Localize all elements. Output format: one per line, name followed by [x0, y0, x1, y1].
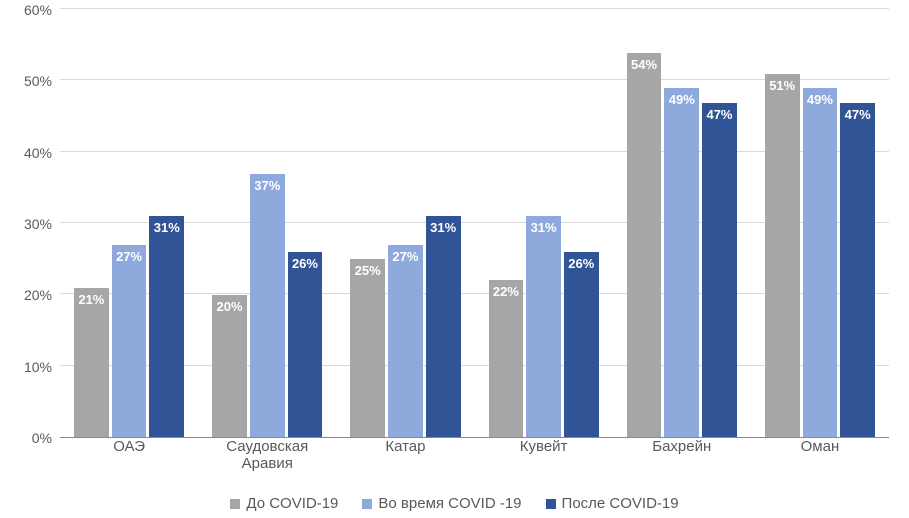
y-tick-label: 0%	[0, 430, 52, 446]
bar: 27%	[112, 245, 147, 437]
y-tick-label: 60%	[0, 2, 52, 18]
bar: 31%	[426, 216, 461, 437]
gridline	[60, 8, 889, 9]
bar-group: 54% 49% 47%	[613, 10, 751, 437]
bar: 37%	[250, 174, 285, 437]
legend-swatch	[546, 499, 556, 509]
y-tick-label: 10%	[0, 359, 52, 375]
bar-value-label: 25%	[355, 263, 381, 278]
bar-value-label: 31%	[154, 220, 180, 235]
bar-value-label: 51%	[769, 78, 795, 93]
x-tick-label: Кувейт	[475, 438, 613, 478]
x-tick-label: СаудовскаяАравия	[198, 438, 336, 478]
legend: До COVID-19 Во время COVID -19 После COVID…	[0, 495, 909, 512]
bar-value-label: 31%	[430, 220, 456, 235]
bar-value-label: 21%	[78, 292, 104, 307]
bar: 25%	[350, 259, 385, 437]
bar-value-label: 20%	[217, 299, 243, 314]
y-tick-label: 50%	[0, 73, 52, 89]
bar-value-label: 49%	[669, 92, 695, 107]
x-tick-label: Катар	[336, 438, 474, 478]
bar-group: 22% 31% 26%	[475, 10, 613, 437]
bar-group: 20% 37% 26%	[198, 10, 336, 437]
bar-value-label: 47%	[706, 107, 732, 122]
x-tick-label: Бахрейн	[613, 438, 751, 478]
bar: 26%	[564, 252, 599, 437]
bar-group: 51% 49% 47%	[751, 10, 889, 437]
bar-value-label: 26%	[568, 256, 594, 271]
bar-value-label: 22%	[493, 284, 519, 299]
legend-label: Во время COVID -19	[378, 495, 521, 512]
bar: 26%	[288, 252, 323, 437]
bar-value-label: 31%	[531, 220, 557, 235]
bar-groups: 21% 27% 31% 20% 37% 26% 25% 27% 31% 22% 31% 26% 54% 4…	[60, 10, 889, 437]
y-tick-label: 20%	[0, 287, 52, 303]
bar-chart: 0%10%20%30%40%50%60% 21%27%31%20%37%26%2…	[0, 0, 909, 518]
bar: 31%	[149, 216, 184, 437]
bar: 47%	[702, 103, 737, 437]
bar: 21%	[74, 288, 109, 437]
bar: 49%	[803, 88, 838, 437]
bar-value-label: 27%	[392, 249, 418, 264]
bar: 22%	[489, 280, 524, 437]
bar: 49%	[664, 88, 699, 437]
x-axis-labels: ОАЭСаудовскаяАравияКатарКувейтБахрейнОма…	[60, 438, 889, 478]
bar-value-label: 49%	[807, 92, 833, 107]
x-tick-label: Оман	[751, 438, 889, 478]
bar: 31%	[526, 216, 561, 437]
bar: 47%	[840, 103, 875, 437]
legend-label: До COVID-19	[246, 495, 338, 512]
bar-value-label: 47%	[845, 107, 871, 122]
x-tick-label: ОАЭ	[60, 438, 198, 478]
bar: 51%	[765, 74, 800, 437]
bar-value-label: 26%	[292, 256, 318, 271]
bar-group: 21% 27% 31%	[60, 10, 198, 437]
bar: 54%	[627, 53, 662, 437]
legend-item: До COVID-19	[230, 495, 338, 512]
bar-value-label: 54%	[631, 57, 657, 72]
legend-swatch	[230, 499, 240, 509]
bar-value-label: 27%	[116, 249, 142, 264]
bar: 20%	[212, 295, 247, 437]
bar-value-label: 37%	[254, 178, 280, 193]
legend-item: После COVID-19	[546, 495, 679, 512]
y-tick-label: 40%	[0, 145, 52, 161]
plot-area: 21% 27% 31% 20% 37% 26% 25% 27% 31% 22% 31% 26% 54% 4…	[60, 10, 889, 438]
y-tick-label: 30%	[0, 216, 52, 232]
legend-label: После COVID-19	[562, 495, 679, 512]
legend-item: Во время COVID -19	[362, 495, 521, 512]
bar: 27%	[388, 245, 423, 437]
legend-swatch	[362, 499, 372, 509]
bar-group: 25% 27% 31%	[336, 10, 474, 437]
